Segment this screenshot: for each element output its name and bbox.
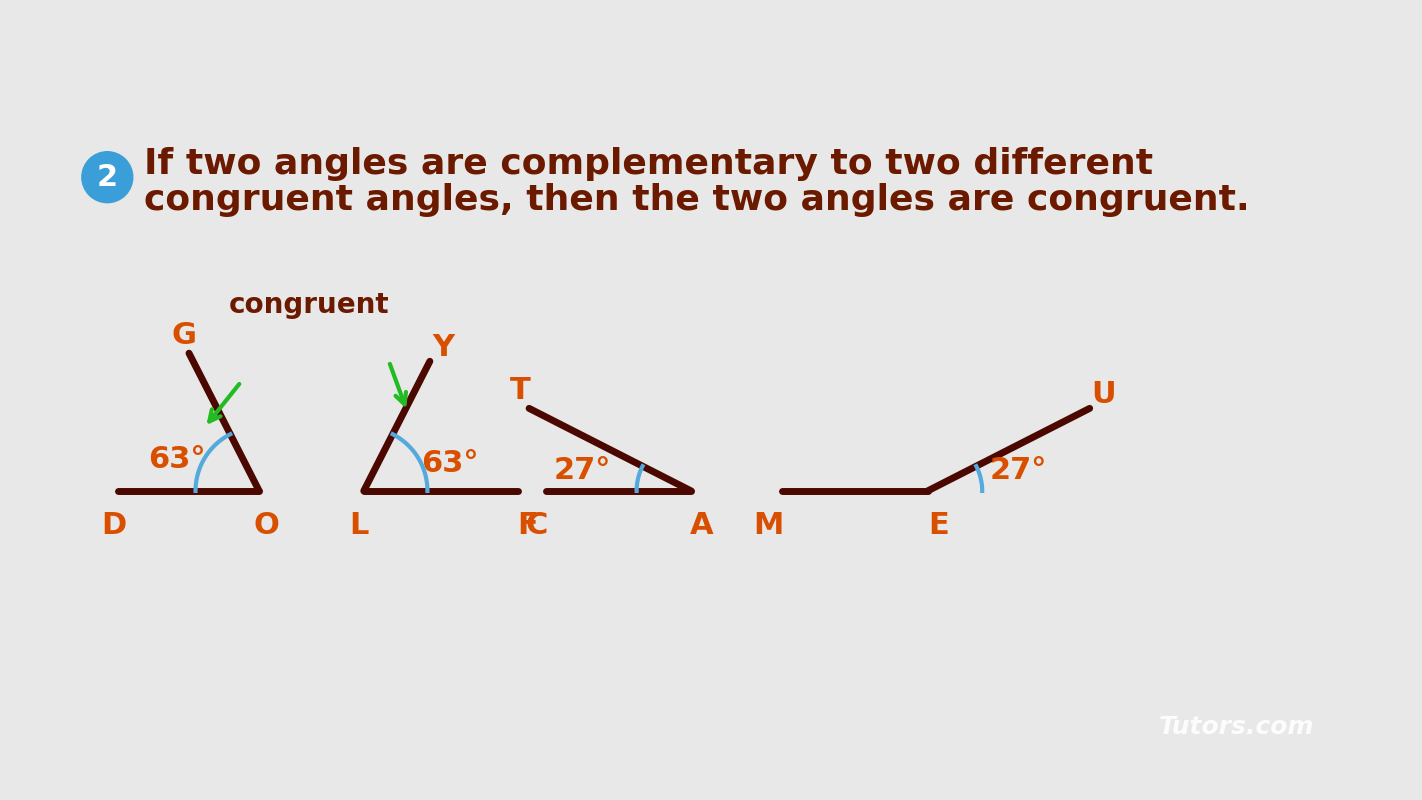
Text: O: O: [253, 511, 279, 540]
Text: U: U: [1091, 380, 1116, 410]
Text: 63°: 63°: [148, 445, 206, 474]
Text: E: E: [929, 511, 948, 540]
Text: If two angles are complementary to two different: If two angles are complementary to two d…: [144, 146, 1153, 181]
Text: 27°: 27°: [553, 457, 610, 486]
Text: congruent: congruent: [229, 290, 390, 318]
Text: 27°: 27°: [990, 457, 1047, 486]
Text: T: T: [509, 376, 530, 405]
Text: D: D: [101, 511, 127, 540]
Text: congruent angles, then the two angles are congruent.: congruent angles, then the two angles ar…: [144, 183, 1250, 217]
Text: A: A: [690, 511, 714, 540]
Text: 63°: 63°: [421, 449, 479, 478]
Text: Tutors.com: Tutors.com: [1159, 715, 1314, 739]
Text: G: G: [172, 321, 198, 350]
Text: C: C: [525, 511, 547, 540]
Circle shape: [82, 152, 132, 202]
Text: M: M: [754, 511, 784, 540]
Text: F: F: [518, 511, 538, 540]
Text: 2: 2: [97, 162, 118, 192]
Text: L: L: [350, 511, 368, 540]
Text: Y: Y: [432, 333, 455, 362]
